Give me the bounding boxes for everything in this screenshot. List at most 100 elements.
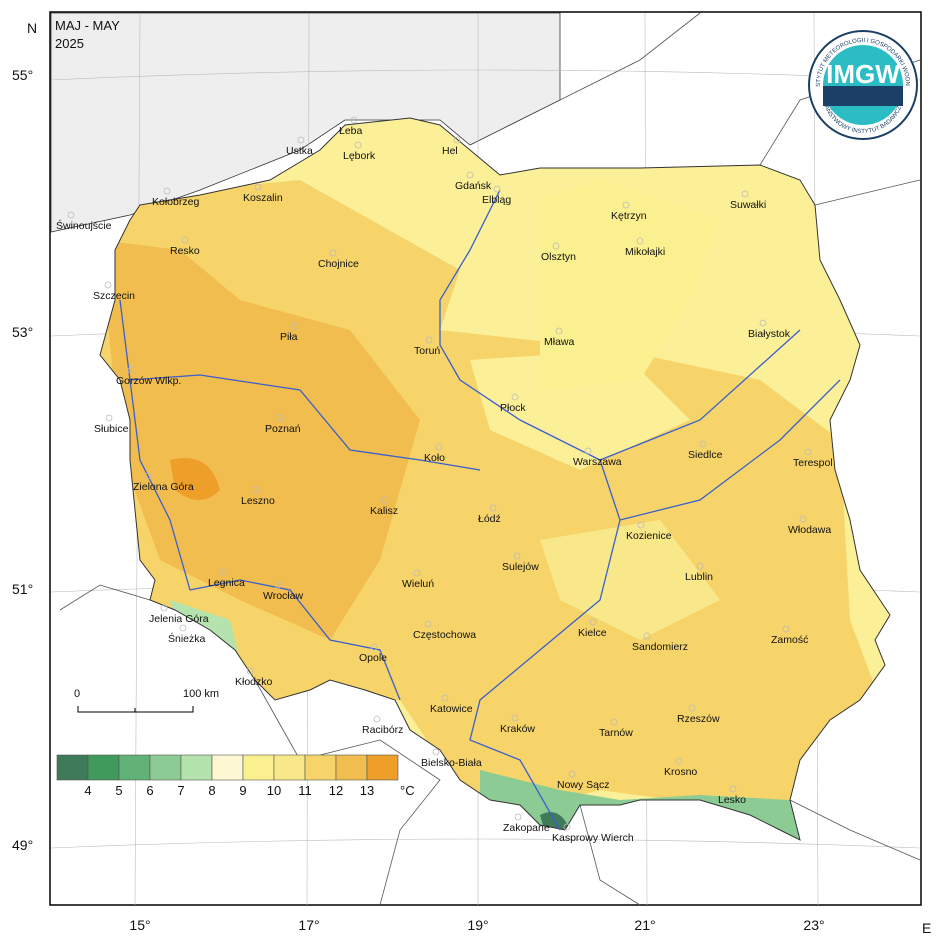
city-marker — [424, 620, 432, 628]
scale-end: 100 km — [183, 688, 219, 700]
latitude-label: 49° — [12, 837, 33, 853]
city-marker — [563, 823, 571, 831]
city-label: Częstochowa — [413, 629, 476, 641]
legend-label: 8 — [208, 783, 215, 798]
city-marker — [297, 136, 305, 144]
city-label: Kielce — [578, 627, 607, 639]
city-marker — [432, 748, 440, 756]
year: 2025 — [55, 36, 84, 51]
city-label: Szczecin — [93, 290, 135, 302]
scale-start: 0 — [74, 688, 80, 700]
temperature-field — [100, 118, 890, 840]
city-marker — [643, 632, 651, 640]
city-label: Mława — [544, 336, 575, 348]
city-marker — [568, 770, 576, 778]
city-marker — [493, 185, 501, 193]
city-marker — [514, 813, 522, 821]
rivers — [119, 189, 841, 831]
legend-swatch — [180, 754, 213, 781]
city-marker — [511, 393, 519, 401]
city-label: Kraków — [500, 723, 535, 735]
city-label: Racibórz — [362, 724, 403, 736]
city-marker — [589, 618, 597, 626]
city-marker — [636, 237, 644, 245]
latitude-label: 51° — [12, 581, 33, 597]
city-label: Wrocław — [263, 590, 303, 602]
north-label: N — [27, 20, 37, 36]
city-marker — [254, 183, 262, 191]
city-label: Rzeszów — [677, 713, 720, 725]
city-label: Ustka — [286, 145, 313, 157]
city-marker — [179, 624, 187, 632]
city-label: Białystok — [748, 328, 791, 340]
city-label: Hel — [442, 145, 458, 157]
city-marker — [413, 569, 421, 577]
city-label: Tarnów — [599, 727, 633, 739]
city-marker — [675, 757, 683, 765]
city-marker — [350, 116, 358, 124]
city-marker — [291, 322, 299, 330]
legend-label: 11 — [298, 783, 312, 798]
logo-name: IMGW — [826, 59, 900, 89]
city-label: Chojnice — [318, 258, 359, 270]
city-label: Nowy Sącz — [557, 779, 610, 791]
city-labels: Łeba Ustka Lębork Hel Gdańsk Elbląg Kołobrzeg K… — [56, 116, 833, 844]
city-marker — [274, 581, 282, 589]
legend-label: 4 — [84, 783, 91, 798]
longitude-label: 19° — [467, 917, 488, 933]
city-label: Gdańsk — [455, 180, 492, 192]
legend-swatch — [335, 754, 368, 781]
city-label: Świnoujście — [56, 219, 112, 232]
legend-label: 9 — [239, 783, 246, 798]
city-marker — [105, 414, 113, 422]
longitude-label: 21° — [634, 917, 655, 933]
city-label: Terespol — [793, 457, 833, 469]
city-marker — [219, 568, 227, 576]
city-label: Mikołajki — [625, 246, 665, 258]
city-label: Kozienice — [626, 530, 672, 542]
scale-bar: 0 100 km — [74, 688, 219, 713]
legend-label: 6 — [146, 783, 153, 798]
legend-swatch — [242, 754, 275, 781]
city-label: Bielsko-Biała — [421, 757, 482, 769]
city-marker — [552, 242, 560, 250]
city-label: Zakopane — [503, 822, 550, 834]
legend-label: 12 — [329, 783, 343, 798]
city-label: Kołobrzeg — [152, 196, 199, 208]
city-label: Wieluń — [402, 578, 434, 590]
city-label: Suwałki — [730, 199, 766, 211]
city-marker — [610, 718, 618, 726]
city-marker — [466, 171, 474, 179]
city-label: Sulejów — [502, 561, 539, 573]
title: MAJ - MAY — [55, 18, 120, 33]
city-label: Legnica — [208, 577, 245, 589]
longitude-label: 17° — [298, 917, 319, 933]
city-marker — [804, 448, 812, 456]
legend-swatch — [56, 754, 89, 781]
city-label: Warszawa — [573, 456, 622, 468]
sea — [50, 12, 561, 233]
city-marker — [696, 562, 704, 570]
city-label: Gorzów Wlkp. — [116, 375, 181, 387]
city-marker — [425, 336, 433, 344]
city-marker — [584, 447, 592, 455]
latitude-label: 53° — [12, 324, 33, 340]
city-label: Łeba — [339, 125, 363, 137]
city-marker — [688, 704, 696, 712]
city-label: Kłodzko — [235, 676, 273, 688]
legend-unit: °C — [400, 783, 415, 798]
city-marker — [555, 327, 563, 335]
city-marker — [276, 414, 284, 422]
legend: 4 5 6 7 8 9 10 11 12 13 °C — [56, 754, 415, 798]
city-marker — [729, 785, 737, 793]
latitude-label: 55° — [12, 67, 33, 83]
legend-swatch — [87, 754, 120, 781]
city-marker — [373, 715, 381, 723]
city-label: Koszalin — [243, 192, 283, 204]
longitude-label: 23° — [803, 917, 824, 933]
city-label: Słubice — [94, 423, 129, 435]
city-label: Lesko — [718, 794, 746, 806]
legend-label: 13 — [360, 783, 374, 798]
city-label: Krosno — [664, 766, 697, 778]
